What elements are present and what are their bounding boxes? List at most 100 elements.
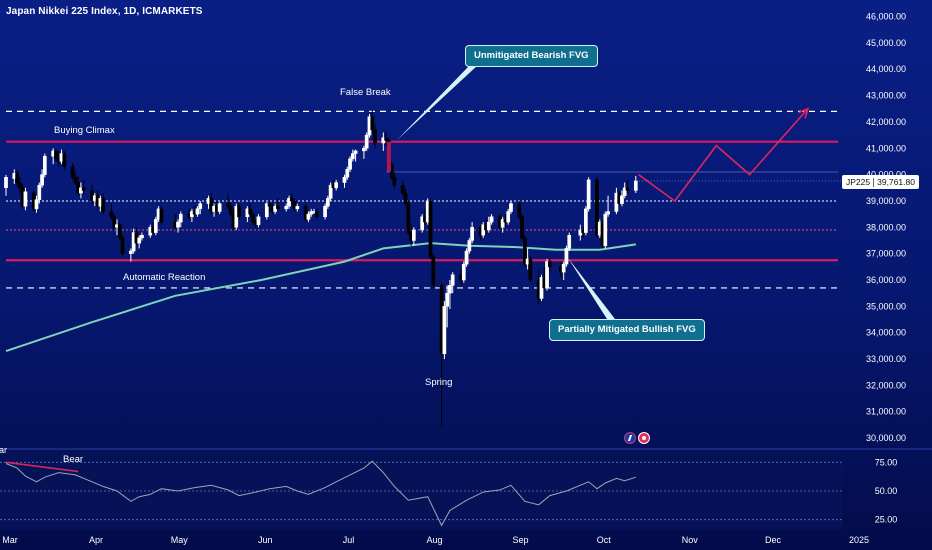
y-tick-label: 43,000.00 [866, 91, 906, 101]
candle-body [545, 261, 549, 289]
event-icons[interactable] [624, 432, 650, 444]
candle [564, 245, 569, 267]
candle-body [264, 203, 269, 218]
candle [403, 187, 408, 207]
candle-body [325, 198, 330, 207]
candle-body [522, 237, 527, 265]
candle [117, 222, 122, 241]
candle-body [178, 213, 183, 223]
candle [522, 235, 527, 267]
candle [345, 166, 350, 180]
candle-body [547, 261, 552, 268]
x-tick-label: Jun [258, 535, 273, 545]
candle [120, 235, 125, 257]
candle-body [287, 198, 291, 207]
candle-body [18, 182, 22, 189]
candle [606, 195, 610, 217]
y-tick-label: 38,000.00 [866, 222, 906, 232]
candle [350, 149, 355, 162]
candle-body [195, 208, 200, 215]
x-tick-label: Aug [426, 535, 442, 545]
candle [500, 216, 505, 233]
candle [228, 202, 233, 217]
candle-body [567, 234, 572, 249]
candle [276, 198, 280, 212]
candle-body [584, 208, 588, 233]
rsi-tick-label: 25.00 [875, 515, 898, 525]
candle-body [595, 179, 599, 236]
y-tick-label: 40,000.00 [866, 170, 906, 180]
candle-body [442, 306, 447, 355]
y-tick-label: 42,000.00 [866, 117, 906, 127]
bearish-fvg-callout[interactable]: Unmitigated Bearish FVG [465, 45, 598, 67]
candle [248, 203, 253, 217]
candle [622, 182, 627, 199]
candle [464, 248, 469, 267]
candle [450, 272, 455, 294]
candle-body [292, 200, 297, 210]
candle [509, 200, 513, 215]
candle [547, 258, 552, 273]
lightning-icon[interactable] [624, 432, 636, 444]
candle-body [276, 205, 280, 210]
candle-body [506, 211, 511, 223]
candle [603, 211, 608, 249]
y-tick-label: 34,000.00 [866, 328, 906, 338]
candle [461, 261, 466, 283]
candle-body [314, 211, 319, 218]
candle-body [420, 216, 425, 231]
candle-body [500, 219, 505, 228]
candle [342, 174, 347, 188]
candle [287, 195, 291, 209]
candle [392, 171, 397, 188]
projection-path [638, 108, 809, 203]
candle [129, 248, 133, 262]
y-tick-label: 30,000.00 [866, 433, 906, 443]
candle [448, 280, 452, 309]
candle-body [256, 216, 261, 225]
candle [489, 214, 494, 225]
x-tick-label: Dec [765, 535, 782, 545]
candle [15, 170, 19, 187]
candle-body [81, 187, 86, 191]
candle-body [406, 203, 411, 233]
candle-body [15, 173, 19, 183]
candle [325, 195, 330, 209]
price-tag-price: 39,761.80 [877, 177, 915, 187]
candle-body [198, 203, 203, 210]
candle [195, 206, 200, 217]
buying-climax-label: Buying Climax [54, 125, 115, 136]
y-tick-label: 46,000.00 [866, 12, 906, 22]
candle-body [34, 199, 39, 210]
candle-body [137, 237, 142, 244]
candle-body [486, 221, 491, 231]
price-tag-divider [873, 178, 875, 188]
candle-body [392, 177, 397, 186]
bullish-fvg-callout[interactable]: Partially Mitigated Bullish FVG [549, 319, 705, 341]
candle-body [101, 198, 105, 212]
candle-body [309, 211, 314, 215]
candle [334, 179, 339, 191]
candle [442, 301, 447, 360]
candle [267, 200, 272, 212]
rsi-bear-label: Bear [63, 454, 84, 465]
candle [328, 182, 333, 201]
candle-body [489, 216, 494, 223]
candle [467, 237, 472, 254]
bearish-fvg-marker [386, 141, 391, 172]
rsi-pane-bg [0, 450, 842, 530]
dividend-icon[interactable] [638, 432, 650, 444]
y-tick-label: 45,000.00 [866, 38, 906, 48]
spring-label: Spring [425, 377, 453, 388]
candle [295, 203, 300, 212]
candle-body [303, 205, 308, 220]
candle [381, 132, 386, 151]
candle [520, 214, 524, 241]
candle-body [461, 263, 466, 281]
candle [306, 211, 311, 223]
candle [112, 214, 117, 230]
candle [159, 206, 164, 225]
last-price-tag: JP225 39,761.80 [842, 175, 919, 189]
y-tick-label: 36,000.00 [866, 275, 906, 285]
